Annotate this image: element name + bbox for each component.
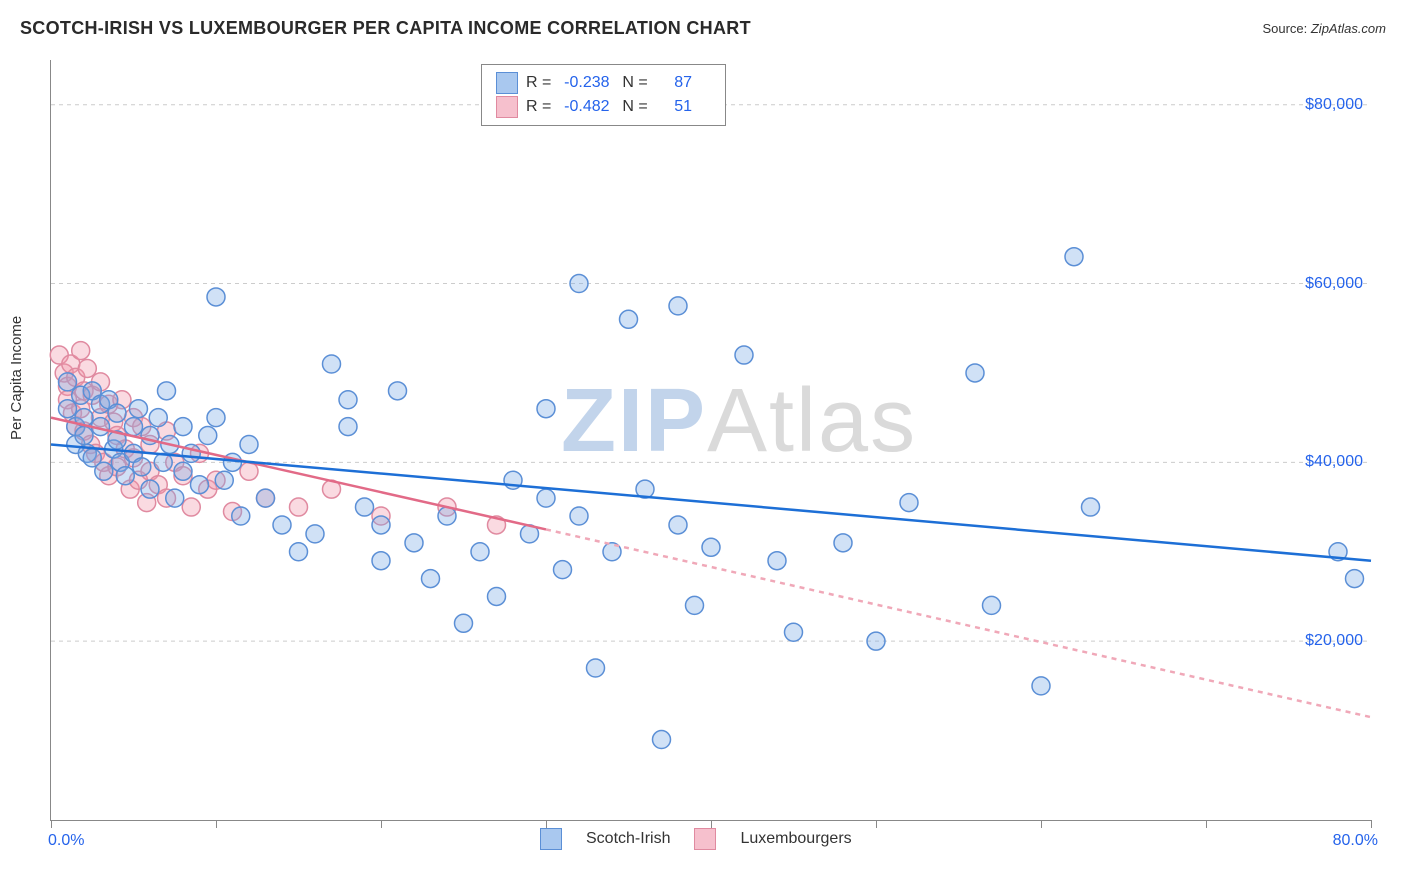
legend-row-luxembourgers: R = -0.482 N = 51: [496, 95, 711, 119]
correlation-legend: R = -0.238 N = 87 R = -0.482 N = 51: [481, 64, 726, 126]
x-tick: [1206, 820, 1207, 828]
x-tick: [546, 820, 547, 828]
series-legend: Scotch-Irish Luxembourgers: [540, 828, 852, 850]
y-tick-label: $60,000: [1305, 275, 1363, 293]
n-value-0: 87: [656, 71, 711, 95]
source-name: ZipAtlas.com: [1311, 21, 1386, 36]
y-tick-label: $80,000: [1305, 96, 1363, 114]
x-tick: [381, 820, 382, 828]
y-tick-label: $40,000: [1305, 453, 1363, 471]
y-axis-label: Per Capita Income: [8, 316, 25, 440]
source-prefix: Source:: [1262, 21, 1310, 36]
x-axis-end-label: 80.0%: [1333, 832, 1378, 850]
swatch-luxembourgers: [694, 828, 716, 850]
series-name-1: Luxembourgers: [740, 830, 851, 848]
y-tick-label: $20,000: [1305, 632, 1363, 650]
swatch-luxembourgers: [496, 96, 518, 118]
x-tick: [1371, 820, 1372, 828]
series-name-0: Scotch-Irish: [586, 830, 670, 848]
swatch-scotch-irish: [496, 72, 518, 94]
x-tick: [216, 820, 217, 828]
r-label: R =: [526, 95, 551, 119]
legend-row-scotch-irish: R = -0.238 N = 87: [496, 71, 711, 95]
plot-area: ZIPAtlas R = -0.238 N = 87 R = -0.482 N …: [50, 60, 1371, 821]
x-tick: [711, 820, 712, 828]
r-value-0: -0.238: [559, 71, 614, 95]
r-label: R =: [526, 71, 551, 95]
x-tick: [876, 820, 877, 828]
source-attribution: Source: ZipAtlas.com: [1262, 21, 1386, 36]
n-label: N =: [622, 95, 647, 119]
x-tick: [1041, 820, 1042, 828]
chart-svg: [51, 60, 1371, 820]
chart-title: SCOTCH-IRISH VS LUXEMBOURGER PER CAPITA …: [20, 18, 751, 39]
swatch-scotch-irish: [540, 828, 562, 850]
r-value-1: -0.482: [559, 95, 614, 119]
x-axis-start-label: 0.0%: [48, 832, 84, 850]
n-label: N =: [622, 71, 647, 95]
n-value-1: 51: [656, 95, 711, 119]
x-tick: [51, 820, 52, 828]
